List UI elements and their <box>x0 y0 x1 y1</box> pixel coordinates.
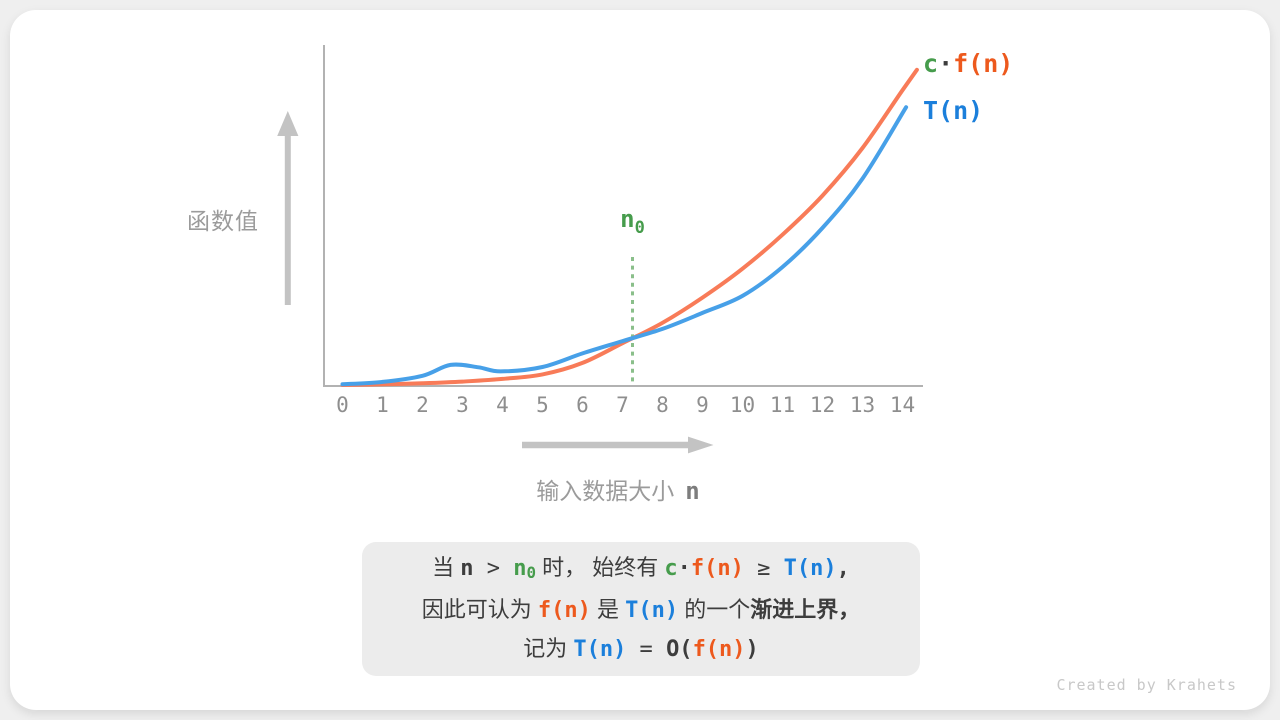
text-segment: · <box>677 555 691 581</box>
legend: c·f(n) T(n) <box>923 49 1013 126</box>
x-tick-label: 14 <box>889 393 916 417</box>
text-segment: T(n) <box>783 555 837 581</box>
footer-credit: Created by Krahets <box>1056 676 1237 694</box>
text-segment: c <box>923 49 939 78</box>
text-segment: T(n) <box>573 637 627 663</box>
x-tick-label: 0 <box>336 393 349 417</box>
legend-item-tn: T(n) <box>923 96 1013 126</box>
text-segment: 因此可认为 <box>421 597 538 623</box>
note-line: 因此可认为 f(n) 是 T(n) 的一个渐进上界， <box>422 591 860 630</box>
text-segment: 0 <box>526 562 537 582</box>
x-tick-label: 12 <box>809 393 836 417</box>
y-axis-label: 函数值 <box>187 208 259 234</box>
text-segment: T(n) <box>923 96 984 125</box>
text-segment: f(n) <box>690 555 744 581</box>
text-segment: > <box>473 555 514 581</box>
text-segment: ， <box>838 597 861 623</box>
text-segment: n <box>513 555 527 581</box>
text-segment: n <box>460 555 474 581</box>
x-tick-label: 4 <box>496 393 509 417</box>
x-tick-label: 13 <box>849 393 876 417</box>
n0-subscript: 0 <box>634 218 645 238</box>
n0-label: n0 <box>620 205 645 238</box>
text-segment: f(n) <box>537 598 591 624</box>
x-tick-label: 5 <box>536 393 549 417</box>
note-box: 当 n > n0 时， 始终有 c·f(n) ≥ T(n), 因此可认为 f(n… <box>362 542 920 676</box>
text-segment: ) <box>745 637 759 663</box>
text-segment: ≥ <box>743 555 784 581</box>
x-tick-label: 6 <box>576 393 589 417</box>
text-segment: 渐进上界 <box>750 597 839 623</box>
text-segment: T(n) <box>625 598 679 624</box>
text-segment: c <box>664 555 678 581</box>
text-segment: 的一个 <box>678 597 751 623</box>
x-tick-label: 7 <box>616 393 629 417</box>
text-segment: , <box>836 555 850 581</box>
x-axis-label: 输入数据大小 n <box>468 472 768 506</box>
text-segment: · <box>938 49 954 78</box>
x-tick-label: 11 <box>769 393 796 417</box>
x-tick-label: 10 <box>729 393 756 417</box>
x-tick-label: 3 <box>456 393 469 417</box>
text-segment: = <box>626 637 667 663</box>
text-segment: f(n) <box>692 637 746 663</box>
x-axis-var: n <box>685 477 700 505</box>
text-segment: O( <box>666 637 693 663</box>
text-segment: 是 <box>590 597 626 623</box>
text-segment: 时， 始终有 <box>536 554 665 580</box>
text-segment: f(n) <box>953 49 1014 78</box>
text-segment: 当 <box>432 554 461 580</box>
x-tick-label: 1 <box>376 393 389 417</box>
note-line: 记为 T(n) = O(f(n)) <box>523 630 759 669</box>
x-axis-label-text: 输入数据大小 <box>536 478 675 504</box>
text-segment: 记为 <box>523 636 574 662</box>
n0-base: n <box>620 205 635 233</box>
x-tick-label: 8 <box>656 393 669 417</box>
x-tick-label: 9 <box>696 393 709 417</box>
x-tick-label: 2 <box>416 393 429 417</box>
note-line: 当 n > n0 时， 始终有 c·f(n) ≥ T(n), <box>432 549 850 592</box>
legend-item-cfn: c·f(n) <box>923 49 1013 79</box>
